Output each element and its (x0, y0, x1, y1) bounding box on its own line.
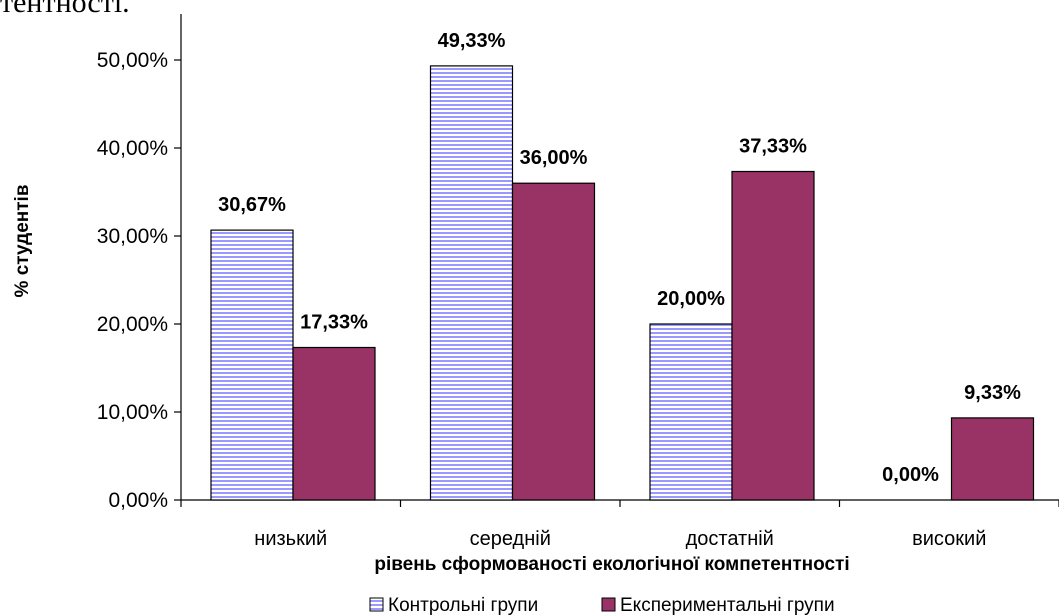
data-label: 49,33% (438, 30, 506, 52)
x-axis: низький середній достатній високий (180, 499, 1059, 550)
bars (210, 65, 1035, 501)
y-tick-label: 40,00% (97, 137, 168, 160)
legend-label-experimental: Експериментальні групи (620, 595, 835, 616)
data-labels: 30,67% 49,33% 20,00% 0,00% 17,33% 36,00% 37,33… (218, 30, 1021, 486)
bar-control (210, 229, 294, 501)
x-axis-title: рівень сформованості екологічної компете… (374, 554, 849, 575)
bar-experimental (292, 346, 376, 501)
y-axis-title: % студентів (12, 185, 33, 298)
bar-experimental (950, 417, 1035, 501)
data-label: 37,33% (739, 135, 807, 157)
x-tick-label: високий (912, 528, 986, 550)
data-label: 36,00% (520, 147, 588, 169)
bar-control (429, 65, 514, 501)
bar-control (649, 323, 733, 501)
header-text-fragment: тентності. (0, 0, 130, 19)
x-tick-label: середній (470, 528, 551, 550)
x-tick-label: достатній (686, 528, 774, 550)
y-tick-label: 10,00% (97, 401, 168, 424)
bar-experimental (511, 182, 596, 501)
y-tick-label: 50,00% (97, 49, 168, 72)
data-label: 30,67% (218, 194, 286, 216)
legend: Контрольні групи Експериментальні групи (369, 595, 835, 616)
data-label: 17,33% (300, 311, 368, 333)
legend-swatch-control (369, 597, 384, 612)
y-tick-label: 30,00% (97, 225, 168, 248)
data-label: 0,00% (882, 464, 939, 486)
y-tick-label: 0,00% (108, 489, 168, 512)
legend-swatch-experimental (601, 597, 616, 612)
y-tick-label: 20,00% (97, 313, 168, 336)
data-label: 9,33% (964, 382, 1021, 404)
y-axis: 0,00% 10,00% 20,00% 30,00% 40,00% 50,00% (97, 14, 182, 512)
legend-label-control: Контрольні групи (388, 595, 538, 616)
data-label: 20,00% (657, 288, 725, 310)
bar-experimental (731, 170, 815, 501)
x-tick-label: низький (254, 528, 327, 550)
